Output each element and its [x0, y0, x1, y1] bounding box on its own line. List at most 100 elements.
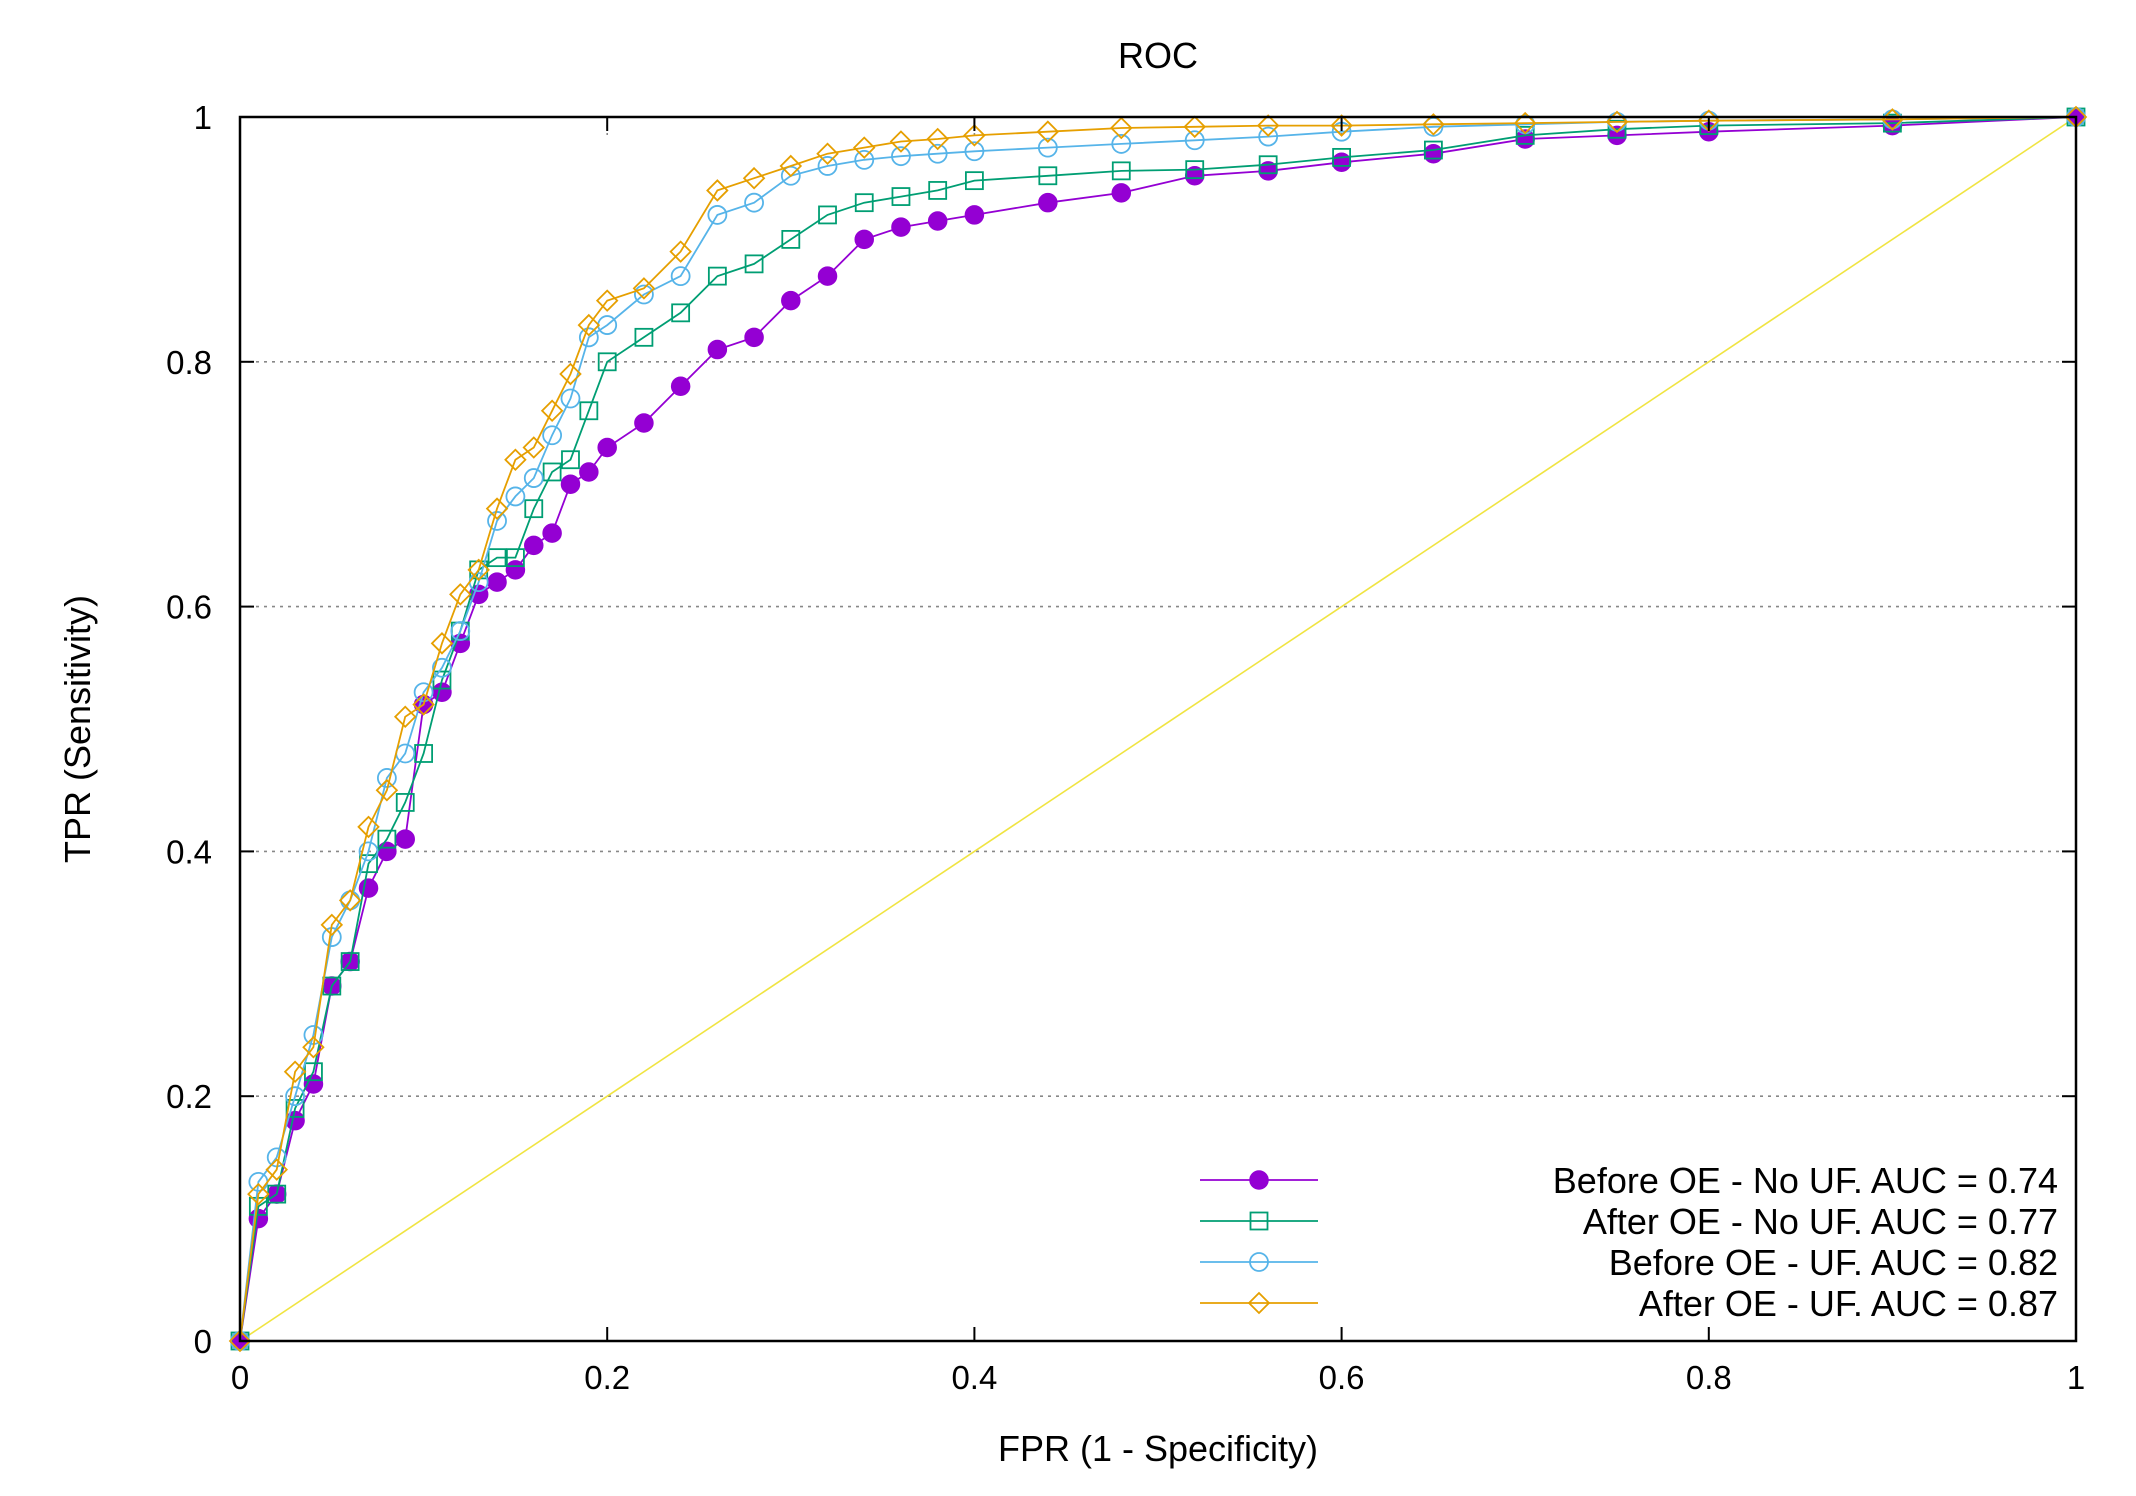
series-1-point — [670, 376, 691, 397]
x-tick-label: 0.2 — [584, 1359, 630, 1396]
y-tick-label: 0.8 — [166, 344, 212, 381]
series-2-point — [561, 450, 580, 470]
legend-label-3: Before OE - UF. AUC = 0.82 — [1609, 1242, 2058, 1283]
series-4-point — [706, 179, 729, 202]
series-3-point — [670, 266, 691, 287]
series-3-point — [487, 511, 507, 531]
series-4-point — [228, 1329, 252, 1353]
series-1-point — [1038, 192, 1058, 213]
x-tick-label: 0 — [231, 1359, 249, 1396]
series-2-point — [505, 548, 525, 568]
series-3-point — [1184, 130, 1205, 151]
series-3-point — [560, 388, 581, 409]
series-2-point — [818, 205, 837, 225]
series-3-point — [1037, 137, 1058, 158]
series-1-point — [487, 572, 507, 592]
series-4-point — [283, 1060, 307, 1083]
y-tick-label: 0.6 — [166, 589, 212, 626]
series-1-point — [891, 217, 911, 237]
series-4-point — [412, 693, 435, 716]
series-2-point — [395, 793, 415, 812]
series-4-point — [375, 778, 399, 802]
series-1-point — [927, 211, 948, 231]
series-3-point — [634, 284, 654, 305]
series-4-point — [504, 448, 527, 471]
series-2-point — [634, 327, 654, 347]
series-3-point — [927, 143, 948, 164]
series-2-point — [285, 1099, 305, 1118]
series-3-point — [854, 149, 875, 170]
series-2-point — [1038, 166, 1058, 186]
series-1-point — [781, 290, 801, 311]
series-4-point — [522, 436, 546, 459]
series-4-point — [577, 313, 601, 337]
chart-title: ROC — [1118, 35, 1198, 76]
series-4-point — [742, 166, 766, 190]
series-2-line — [239, 116, 2077, 1342]
series-1-point — [1423, 143, 1444, 164]
legend-marker-3 — [1249, 1252, 1269, 1272]
series-2-point — [1258, 155, 1278, 175]
series-4-point — [247, 1182, 270, 1206]
series-1-point — [1331, 152, 1352, 173]
series-3-point — [1258, 126, 1279, 147]
series-3-point — [505, 486, 526, 507]
y-tick-label: 0 — [194, 1323, 212, 1360]
series-3-point — [707, 205, 728, 225]
series-1-point — [634, 413, 654, 433]
series-4-point — [1110, 116, 1133, 140]
series-3-point — [964, 141, 985, 162]
y-axis-label: TPR (Sensitivity) — [57, 595, 98, 863]
series-4-point — [302, 1035, 325, 1059]
series-4-point — [595, 289, 619, 312]
series-2-point — [707, 266, 727, 286]
series-4-point — [926, 127, 949, 151]
series-2-point — [579, 401, 599, 421]
series-3-point — [285, 1086, 305, 1107]
chance-diagonal — [239, 116, 2077, 1342]
series-3-point — [523, 468, 544, 488]
series-1-point — [542, 523, 562, 543]
series-3-point — [578, 327, 599, 348]
series-4-point — [485, 497, 509, 520]
series-4-point — [1330, 114, 1353, 137]
series-2-point — [597, 352, 617, 372]
series-3-point — [358, 841, 379, 862]
x-tick-label: 0.8 — [1686, 1359, 1732, 1396]
legend-label-4: After OE - UF. AUC = 0.87 — [1639, 1283, 2058, 1324]
series-4-point — [393, 705, 417, 729]
series-4-point — [540, 399, 564, 423]
plot-frame — [238, 115, 2078, 1343]
series-1-point — [524, 535, 544, 556]
series-1-point — [817, 266, 838, 286]
series-2-point — [891, 187, 911, 206]
series-3-point — [542, 425, 563, 446]
series-2-point — [377, 829, 397, 849]
series-4-point — [357, 815, 380, 839]
legend-marker-4 — [1247, 1291, 1271, 1315]
series-1-point — [395, 829, 415, 849]
series-3-point — [432, 657, 452, 678]
series-1-line — [239, 116, 2077, 1342]
series-4-point — [669, 240, 692, 263]
series-1-point — [964, 205, 985, 225]
series-1-point — [432, 682, 452, 703]
series-2-point — [469, 560, 489, 580]
series-2-point — [1515, 125, 1535, 145]
series-2-point — [340, 952, 360, 971]
series-3-point — [744, 192, 764, 213]
x-tick-label: 0.4 — [951, 1359, 997, 1396]
series-1-point — [854, 229, 874, 250]
series-1-point — [377, 841, 397, 862]
series-2-point — [1111, 161, 1131, 181]
y-tick-label: 0.4 — [166, 833, 212, 870]
series-2-point — [781, 229, 801, 249]
series-4-point — [889, 130, 913, 153]
series-1-point — [560, 474, 581, 494]
series-4-point — [265, 1158, 288, 1181]
series-2-point — [928, 181, 948, 200]
series-2-point — [1607, 119, 1627, 139]
series-4-point — [449, 583, 472, 606]
series-4-point — [632, 277, 656, 300]
